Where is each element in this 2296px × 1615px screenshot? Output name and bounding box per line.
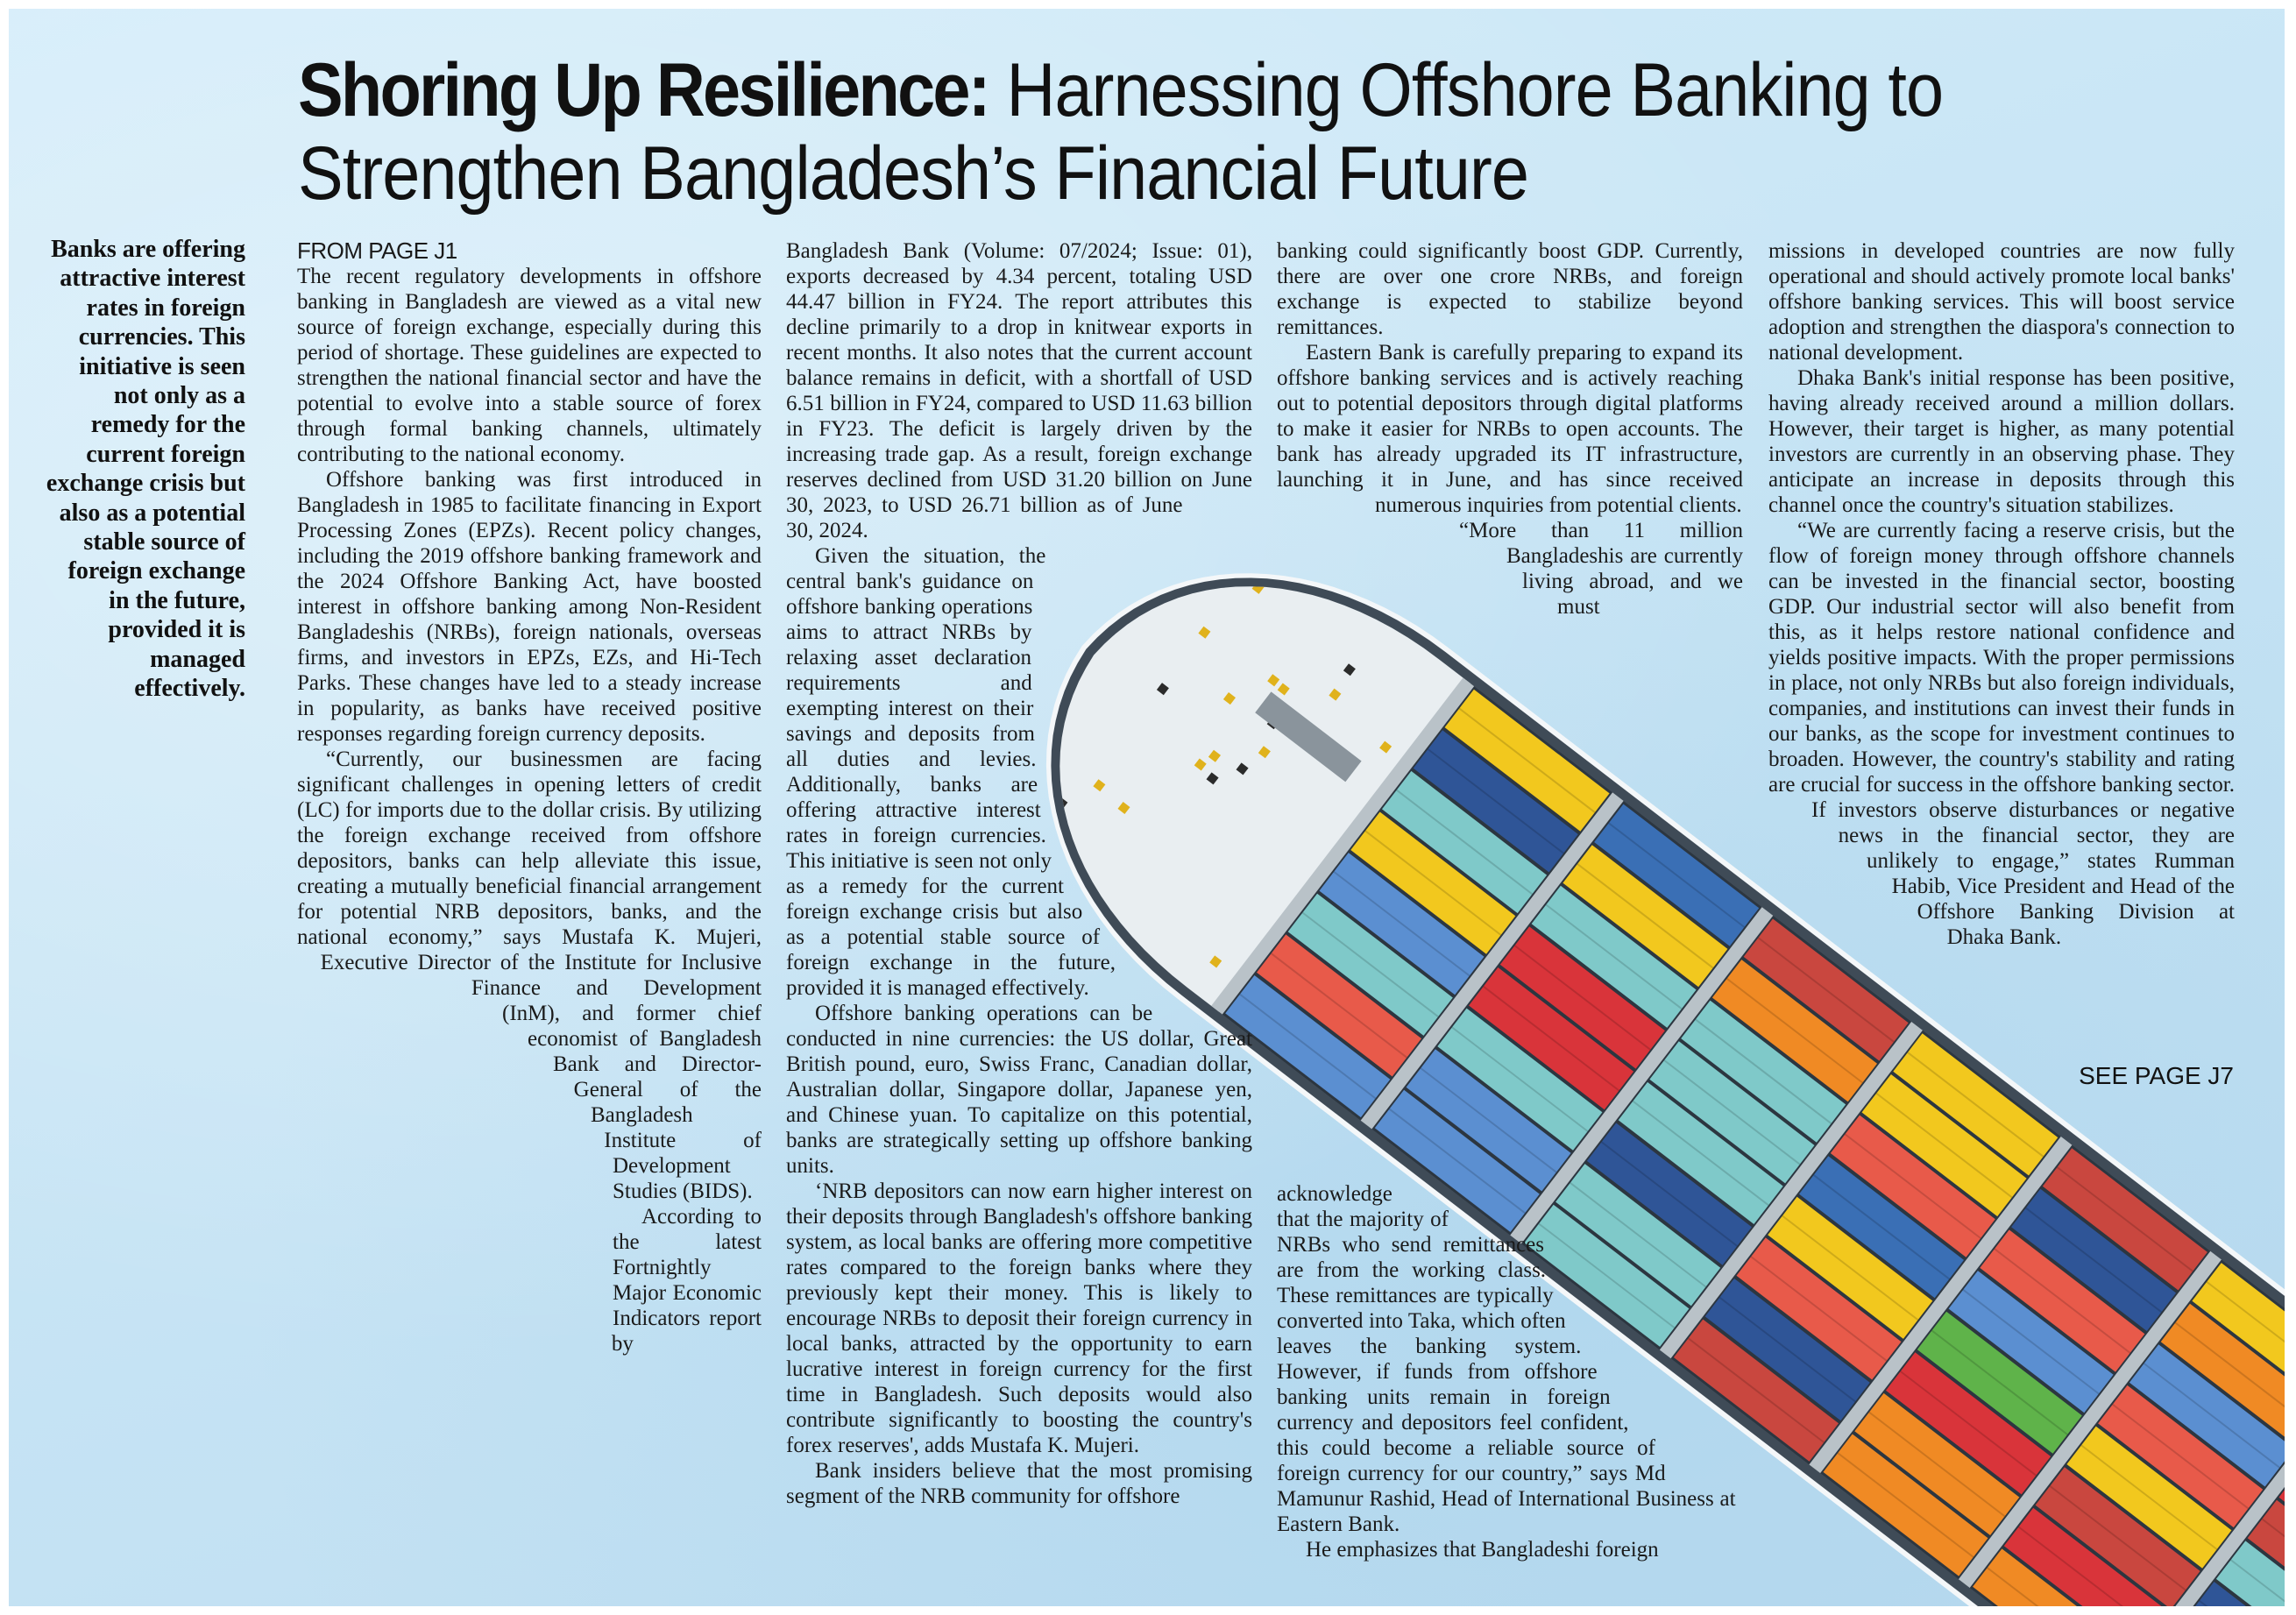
headline-bold: Shoring Up Resilience: [298,48,991,132]
headline-line2: Strengthen Bangladesh’s Financial Future [298,131,1529,216]
from-page-label: FROM PAGE J1 [297,237,457,264]
paragraph: “Currently, our businessmen are facing s… [297,747,762,1203]
article-column-4: missions in developed countries are now … [1768,238,2235,1071]
article-column-3-top: banking could significantly boost GDP. C… [1277,238,1743,676]
paragraph: “We are currently facing a reserve crisi… [1768,519,2235,949]
paragraph: The recent regulatory developments in of… [297,265,762,466]
pull-quote: Banks are offering attractive interest r… [46,236,245,703]
paragraph: “More than 11 million Bangladeshis are c… [1459,519,1743,619]
headline-line1: Harnessing Offshore Banking to [988,48,1944,132]
headline: Shoring Up Resilience: Harnessing Offsho… [298,48,1944,216]
article-column-1: FROM PAGE J1 The recent regulatory devel… [297,238,762,1588]
paragraph: Dhaka Bank's initial response has been p… [1768,366,2235,517]
paragraph: Bangladesh Bank (Volume: 07/2024; Issue:… [786,239,1252,542]
paragraph: He emphasizes that Bangladeshi foreign [1306,1538,1659,1562]
paragraph: Bank insiders believe that the most prom… [786,1459,1252,1508]
continued-on-page-link[interactable]: SEE PAGE J7 [2079,1062,2234,1089]
paragraph: ‘NRB depositors can now earn higher inte… [786,1179,1252,1457]
paragraph: Eastern Bank is carefully preparing to e… [1277,341,1743,517]
paragraph: Offshore banking operations can be condu… [786,1002,1252,1178]
paragraph: missions in developed countries are now … [1768,239,2235,365]
paragraph: banking could significantly boost GDP. C… [1277,239,1743,339]
paragraph: acknowledge that the majority of NRBs wh… [1277,1182,1736,1536]
article-column-2: Bangladesh Bank (Volume: 07/2024; Issue:… [786,238,1252,1509]
paragraph: According to the latest Fortnightly Majo… [611,1205,762,1356]
article-column-3-bottom: acknowledge that the majority of NRBs wh… [1277,1181,1743,1562]
paragraph: Offshore banking was first introduced in… [297,468,762,746]
paragraph: Given the situation, the central bank's … [786,544,1116,1000]
